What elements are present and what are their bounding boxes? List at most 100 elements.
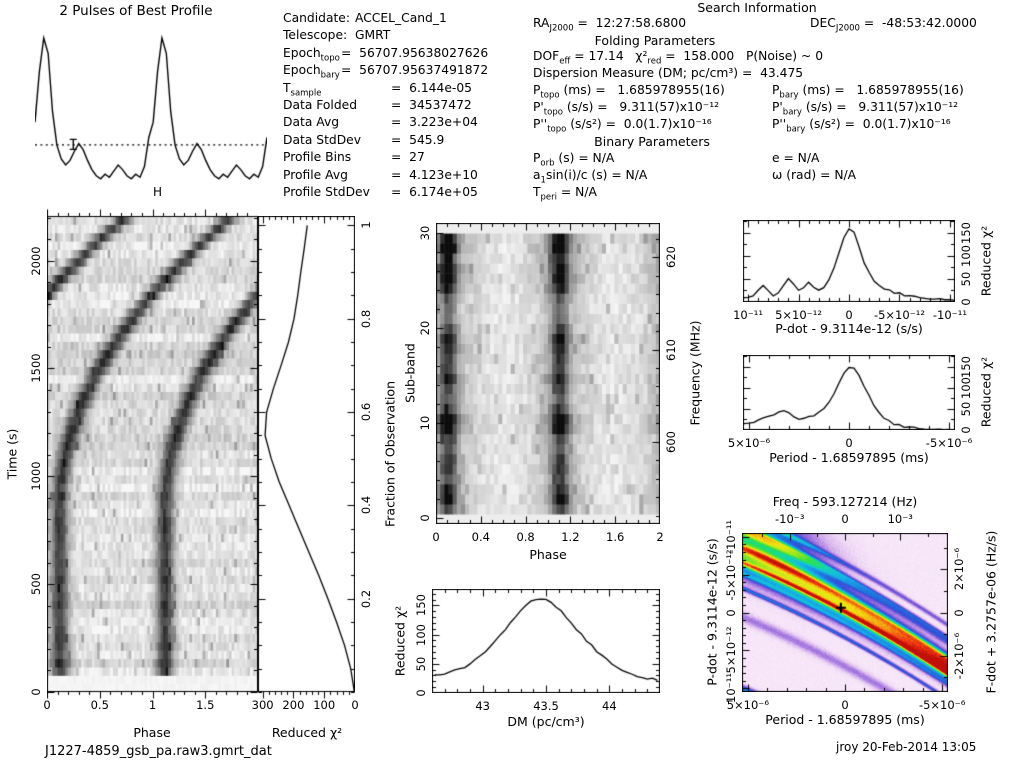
tick-label: 43 [475, 699, 490, 713]
tick-label: 0.5 [90, 698, 109, 712]
tick-label: 0 [845, 436, 853, 450]
map-pdot-axis-label: P-dot - 9.3114e-12 (s/s) [704, 538, 720, 686]
tick-label: 10⁻¹¹ [733, 308, 764, 322]
field-value: ACCEL_Cand_1 [355, 11, 447, 25]
pdot-topo: P'topo (s/s) = 9.311(57)x10⁻¹² [533, 100, 720, 118]
chi2-vs-dm-plot [432, 589, 660, 693]
subband-axis-label: Sub-band [402, 343, 418, 403]
field-label: Profile Bins [283, 150, 352, 165]
tick-label: 0 [43, 698, 51, 712]
tick-label: 1.2 [561, 530, 580, 544]
candidate-row: Data Avg = 3.223e+04 [283, 115, 488, 132]
tick-label: 5×10⁻¹² [775, 308, 822, 322]
phase-axis-label: Phase [133, 725, 171, 740]
dof-chi2-pnoise: DOFeff = 17.14 χ²red = 158.000 P(Noise) … [533, 49, 824, 67]
tick-label: 0.8 [516, 530, 535, 544]
p-bary: Pbary (ms) = 1.685978955(16) [772, 83, 964, 101]
candidate-row: Tsample = 6.144e-05 [283, 81, 488, 98]
field-value: = 56707.95637491872 [341, 63, 489, 78]
field-value: = 4.123e+10 [391, 167, 478, 182]
tick-label: 0 [845, 308, 853, 322]
tick-label: 0 [432, 530, 440, 544]
tick-label: 0 [351, 698, 359, 712]
eccentricity: e = N/A [772, 151, 820, 165]
field-value: = 3.223e+04 [391, 115, 478, 130]
tick-label: 50 [959, 401, 973, 417]
tick-label: 0.2 [359, 589, 373, 608]
tick-label: 50 [959, 271, 973, 287]
tick-label: 300 [251, 698, 274, 712]
field-value: = 545.9 [391, 132, 445, 147]
pdot-bary: P'bary (s/s) = 9.311(57)x10⁻¹² [772, 100, 959, 118]
tick-label: 1.5 [196, 698, 215, 712]
tick-label: 50 [414, 656, 428, 672]
subband-phase-axis-label: Phase [529, 547, 567, 562]
tick-label: 0 [29, 688, 43, 696]
tick-label: 1.6 [606, 530, 625, 544]
pddot-bary: P''bary (s/s²) = 0.0(1.7)x10⁻¹⁶ [772, 117, 951, 135]
pdot-chi2-axis-label: Reduced χ² [978, 225, 994, 297]
credit-timestamp: jroy 20-Feb-2014 13:05 [836, 740, 977, 754]
tick-label: 500 [29, 573, 43, 596]
tick-label: -5×10⁻⁶ [918, 698, 966, 712]
tick-label: 10 [418, 415, 432, 431]
candidate-row: Epochtopo = 56707.95638027626 [283, 46, 488, 63]
fraction-axis-label: Fraction of Observation [382, 380, 398, 528]
tick-label: 1000 [29, 461, 43, 491]
tick-label: 150 [414, 594, 428, 617]
field-label: Data StdDev [283, 132, 362, 147]
asini-c: a1sin(i)/c (s) = N/A [533, 168, 648, 186]
candidate-row: Data StdDev = 545.9 [283, 133, 488, 150]
dec-value: DECJ2000 = -48:53:42.0000 [810, 16, 977, 34]
map-fdot-axis-label: F-dot + 3.2757e-06 (Hz/s) [983, 530, 999, 694]
tick-label: 1500 [29, 353, 43, 384]
candidate-row: Profile Bins = 27 [283, 150, 488, 167]
omega: ω (rad) = N/A [772, 168, 857, 182]
period-pdot-chi2-colormap [742, 533, 948, 692]
candidate-row: Telescope: GMRT [283, 28, 488, 45]
field-label: Telescope: [283, 28, 348, 43]
tick-label: 0 [952, 608, 966, 617]
candidate-row: Epochbary = 56707.95637491872 [283, 63, 488, 80]
chi2-vs-fraction-plot [258, 216, 355, 700]
tick-label: 150 [959, 355, 973, 378]
tick-label: 1 [359, 221, 373, 229]
dm-axis-label: DM (pc/cm³) [507, 714, 585, 729]
tick-label: 100 [959, 376, 973, 399]
candidate-row: Profile StdDev = 6.174e+05 [283, 185, 488, 202]
period-chi2-axis-label: Reduced χ² [978, 356, 994, 428]
chi2-vs-pdot-plot [743, 220, 955, 302]
time-axis-label: Time (s) [4, 428, 20, 480]
tick-label: -5×10⁻⁶ [925, 436, 973, 450]
field-value: = 6.144e-05 [391, 80, 472, 95]
frequency-axis-label: Frequency (MHz) [687, 320, 703, 426]
candidate-row: Profile Avg = 4.123e+10 [283, 168, 488, 185]
map-freq-title: Freq - 593.127214 (Hz) [772, 494, 918, 509]
field-value: GMRT [355, 28, 391, 43]
tick-label: 100 [414, 623, 428, 646]
tick-label: 10⁻¹¹ [724, 673, 738, 704]
tick-label: -5×10⁻¹² [873, 308, 925, 322]
field-label: Epochbary [283, 63, 340, 81]
subband-vs-phase-greyscale [436, 223, 660, 524]
profile-panel-title: 2 Pulses of Best Profile [59, 3, 213, 19]
tick-label: 100 [313, 698, 336, 712]
reduced-chi2-axis-label: Reduced χ² [271, 725, 343, 740]
field-value: = 6.174e+05 [391, 184, 478, 199]
tick-label: 0 [841, 512, 849, 526]
pulse-profile-plot [35, 28, 267, 195]
pddot-topo: P''topo (s/s²) = 0.0(1.7)x10⁻¹⁶ [533, 117, 712, 135]
tick-label: 0 [959, 298, 973, 306]
ra-value: RAJ2000 = 12:27:58.6800 [533, 16, 687, 34]
map-period-axis-label: Period - 1.68597895 (ms) [765, 712, 925, 727]
tick-label: 0 [959, 426, 973, 434]
tick-label: 100 [959, 244, 973, 267]
tick-label: 0.4 [471, 530, 490, 544]
field-value: = 34537472 [391, 97, 472, 112]
tick-label: 0 [841, 698, 849, 712]
field-value: = 56707.95638027626 [341, 45, 489, 60]
p-orb: Porb (s) = N/A [533, 151, 615, 169]
tick-label: 30 [418, 225, 432, 240]
tick-label: 0.8 [359, 309, 373, 328]
